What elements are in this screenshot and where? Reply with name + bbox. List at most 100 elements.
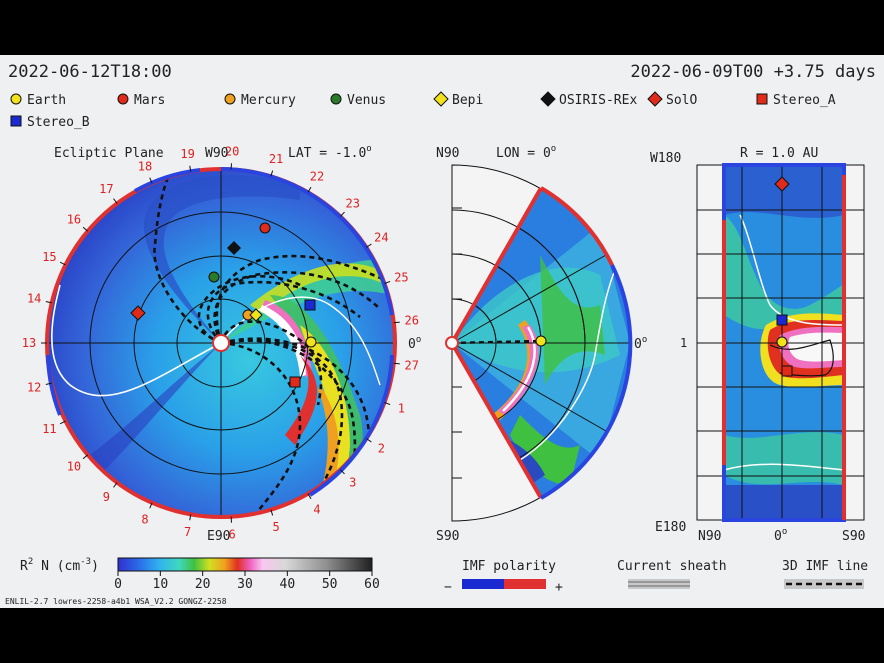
osiris-rex-marker [227, 241, 241, 255]
ecliptic-lat-label: LAT = -1.0o [288, 144, 372, 161]
colorbar-tick-label: 20 [195, 577, 211, 592]
imf3d-title: 3D IMF line [782, 559, 868, 574]
imf-positive-swatch [504, 579, 546, 589]
ecliptic-tick-label: 10 [67, 459, 81, 473]
radial-stereo-a-marker [781, 365, 793, 377]
imf-plus: + [555, 580, 563, 595]
radial-left-mid: 1 [680, 336, 687, 350]
meridional-right-label: 0o [634, 335, 647, 352]
earth-marker [305, 336, 317, 348]
ecliptic-tick-label: 15 [42, 250, 56, 264]
stereo-a-marker [289, 376, 301, 388]
ecliptic-tick-label: 11 [42, 422, 56, 436]
radial-bottom-mid: 0o [774, 527, 787, 544]
ecliptic-tick-label: 8 [141, 512, 148, 526]
ecliptic-tick-label: 26 [404, 314, 418, 328]
legend-stereo-a-label: Stereo_A [773, 93, 836, 108]
colorbar-tick-label: 50 [322, 577, 338, 592]
ecliptic-tick-label: 22 [310, 170, 324, 184]
ecliptic-tick-label: 4 [313, 502, 320, 516]
legend-stereo-b-label: Stereo_B [27, 115, 90, 130]
legend-item-mercury: Mercury [224, 93, 296, 108]
mars-marker [259, 222, 271, 234]
colorbar-tick-label: 10 [153, 577, 169, 592]
ecliptic-bodies [130, 222, 317, 388]
ecliptic-tick-label: 19 [180, 147, 194, 161]
legend-bepi-label: Bepi [452, 93, 483, 108]
ecliptic-tick-label: 13 [22, 336, 36, 350]
ecliptic-bottom-label: E90 [207, 529, 230, 544]
colorbar-tick-label: 30 [237, 577, 253, 592]
radial-title: R = 1.0 AU [740, 146, 818, 161]
ecliptic-tick-label: 7 [184, 525, 191, 539]
run-date: 2022-06-09T00 +3.75 days [630, 62, 876, 82]
legend-osiris-rex-label: OSIRIS-REx [559, 93, 637, 108]
ecliptic-title: Ecliptic Plane [54, 146, 164, 161]
legend-mars-icon [117, 93, 129, 105]
radial-left-bottom: E180 [655, 520, 686, 535]
ecliptic-tick-label: 24 [374, 230, 388, 244]
ecliptic-tick-label: 16 [67, 213, 81, 227]
legend-mercury-label: Mercury [241, 93, 296, 108]
imf-title: IMF polarity [462, 559, 556, 574]
colorbar-tick-label: 60 [364, 577, 380, 592]
sun-icon [212, 334, 230, 352]
body-legend: Earth Mars Mercury Venus Bepi OSIRIS-REx SolO S… [10, 91, 836, 130]
legend-item-earth: Earth [10, 93, 66, 108]
legend-venus-label: Venus [347, 93, 386, 108]
sheath-title: Current sheath [617, 559, 727, 574]
legend-item-osiris-rex: OSIRIS-REx [540, 91, 637, 108]
radial-solo-marker [774, 176, 790, 192]
ecliptic-top-label: W90 [205, 146, 228, 161]
legend-earth-icon [10, 93, 22, 105]
radial-left-top: W180 [650, 151, 681, 166]
ecliptic-tick-label: 18 [138, 160, 152, 174]
legend-mercury-icon [224, 93, 236, 105]
meridional-plane-panel: N90 LON = 0o 0o S90 [436, 144, 647, 544]
ecliptic-tick-label: 14 [27, 292, 41, 306]
enlil-frame: 2022-06-12T18:00 2022-06-09T00 +3.75 day… [0, 55, 884, 608]
legend-item-bepi: Bepi [433, 91, 483, 108]
simulation-time: 2022-06-12T18:00 [8, 62, 172, 82]
ecliptic-tick-label: 20 [225, 144, 239, 158]
legend-bepi-icon [433, 91, 449, 107]
imf-minus: − [444, 580, 452, 595]
ecliptic-right-label: 0o [408, 335, 421, 352]
ecliptic-tick-label: 27 [404, 358, 418, 372]
colorbar-gradient [117, 557, 373, 572]
bepi-marker [249, 308, 263, 322]
venus-marker [208, 271, 220, 283]
meridional-bottom-label: S90 [436, 529, 459, 544]
solo-marker [130, 305, 146, 321]
colorbar-tick-label: 40 [280, 577, 296, 592]
colorbar-label: R2 N (cm-3) [20, 557, 99, 574]
legend-stereo-a-icon [756, 93, 768, 105]
legend-mars-label: Mars [134, 93, 165, 108]
radial-au-panel: R = 1.0 AU W180 1 E180 N90 0o S90 [650, 146, 865, 544]
legend-item-venus: Venus [330, 93, 386, 108]
meridional-sun-icon [445, 336, 459, 350]
ecliptic-tick-label: 1 [398, 402, 405, 416]
colorbar-tick-label: 0 [114, 577, 122, 592]
model-footer: ENLIL-2.7 lowres-2258-a4b1 WSA_V2.2 GONG… [5, 597, 227, 606]
imf3d-swatch [784, 579, 864, 589]
legend-solo-icon [647, 91, 663, 107]
ecliptic-tick-label: 3 [349, 476, 356, 490]
meridional-lon-label: LON = 0o [496, 144, 556, 161]
ecliptic-tick-label: 2 [378, 442, 385, 456]
ecliptic-tick-label: 17 [99, 182, 113, 196]
meridional-earth-marker [535, 335, 547, 347]
legend-stereo-b-icon [10, 115, 22, 127]
ecliptic-tick-label: 12 [27, 380, 41, 394]
imf-polarity-legend: IMF polarity − + [444, 559, 563, 595]
meridional-top-label: N90 [436, 146, 459, 161]
legend-item-solo: SolO [647, 91, 697, 108]
legend-venus-icon [330, 93, 342, 105]
ecliptic-tick-label: 23 [346, 196, 360, 210]
legend-item-stereo-b: Stereo_B [10, 115, 90, 130]
legend-osiris-rex-icon [540, 91, 556, 107]
ecliptic-tick-label: 21 [269, 152, 283, 166]
legend-earth-label: Earth [27, 93, 66, 108]
sheath-swatch [628, 579, 690, 589]
radial-earth-marker [776, 336, 788, 348]
